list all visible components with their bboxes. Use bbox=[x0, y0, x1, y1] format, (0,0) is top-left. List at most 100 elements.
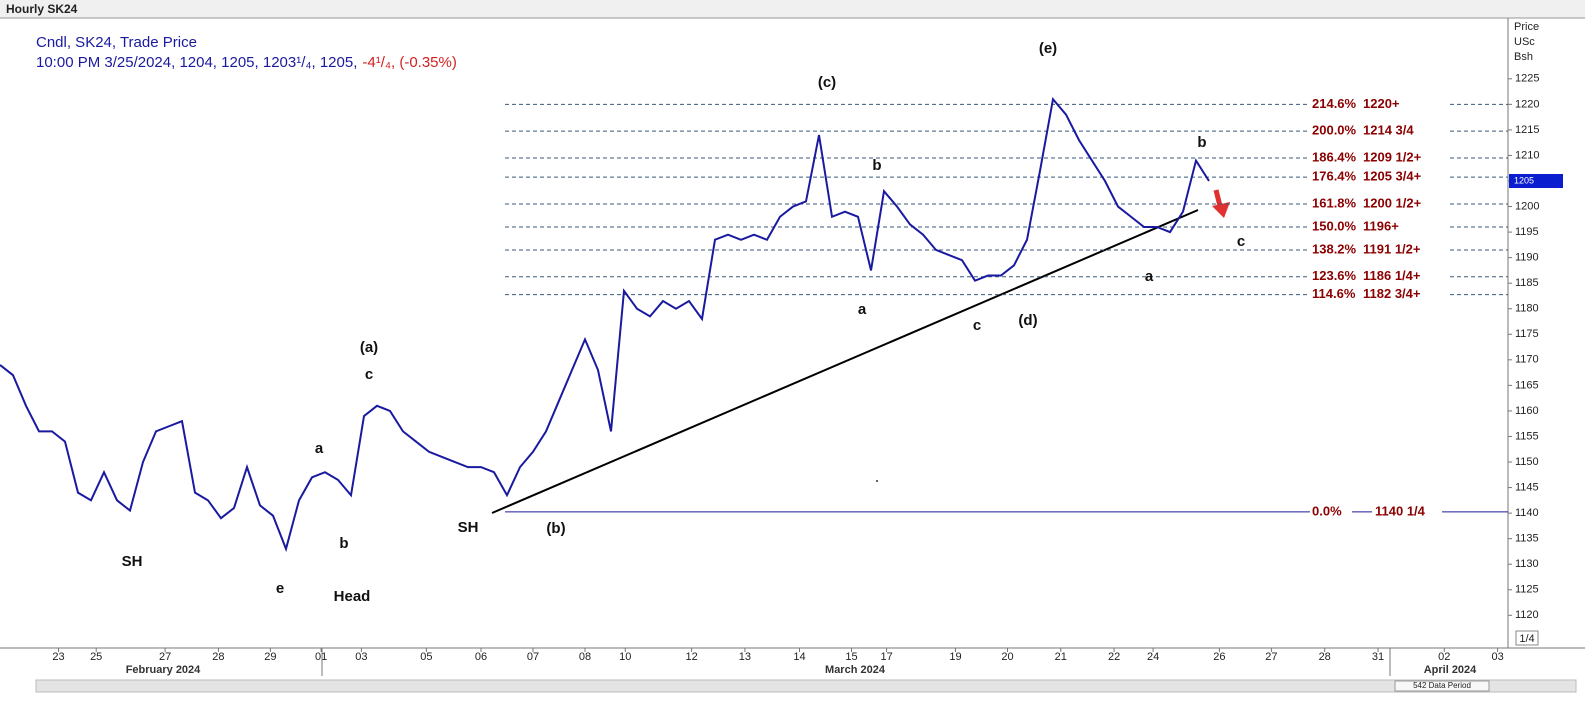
wave-label: e bbox=[276, 580, 284, 597]
axis-header: Price bbox=[1514, 21, 1539, 33]
x-tick-label: 06 bbox=[475, 651, 487, 663]
fib-label-bg bbox=[1310, 123, 1450, 140]
x-tick-label: 26 bbox=[1213, 651, 1225, 663]
wave-label: Head bbox=[334, 588, 371, 605]
wave-label: (b) bbox=[546, 520, 565, 537]
wave-label: (c) bbox=[818, 74, 836, 91]
fib-label-bg bbox=[1310, 96, 1450, 113]
x-tick-label: 03 bbox=[355, 651, 367, 663]
price-line bbox=[0, 96, 1210, 553]
fib-label-bg bbox=[1310, 169, 1450, 186]
legend-line: 10:00 PM 3/25/2024, 1204, 1205, 1203¹/₄,… bbox=[36, 54, 357, 71]
wave-label: c bbox=[365, 366, 373, 383]
y-tick-label: 1120 bbox=[1515, 609, 1539, 621]
fib-percent: 150.0% bbox=[1312, 218, 1357, 233]
x-tick-label: 07 bbox=[527, 651, 539, 663]
fib-price: 1140 1/4 bbox=[1375, 503, 1426, 518]
dot bbox=[876, 480, 878, 482]
scroll-thumb[interactable] bbox=[1394, 680, 1490, 692]
y-tick-label: 1185 bbox=[1515, 277, 1539, 289]
x-tick-label: 14 bbox=[793, 651, 805, 663]
fib-label-bg bbox=[1310, 241, 1450, 258]
fib-price: 1209 1/2+ bbox=[1363, 149, 1422, 164]
x-tick-label: 27 bbox=[159, 651, 171, 663]
fib-label-bg bbox=[1310, 218, 1450, 235]
fib-price: 1220+ bbox=[1363, 96, 1400, 111]
fib-label-bg bbox=[1310, 150, 1450, 166]
x-tick-label: 13 bbox=[739, 651, 751, 663]
fib-price: 1186 1/4+ bbox=[1363, 268, 1421, 283]
fib-percent: 176.4% bbox=[1312, 169, 1357, 184]
x-tick-label: 05 bbox=[420, 651, 432, 663]
fib-price: 1196+ bbox=[1363, 218, 1399, 233]
wave-label: c bbox=[1237, 233, 1245, 250]
fib-percent: 0.0% bbox=[1312, 503, 1342, 518]
y-tick-label: 1210 bbox=[1515, 149, 1539, 161]
y-tick-label: 1125 bbox=[1515, 584, 1539, 596]
month-label: March 2024 bbox=[825, 664, 886, 676]
axis-header: Bsh bbox=[1514, 51, 1533, 63]
y-tick-label: 1140 bbox=[1515, 507, 1539, 519]
wave-label: a bbox=[315, 440, 324, 457]
fib-label-bg bbox=[1310, 268, 1450, 285]
x-tick-label: 27 bbox=[1265, 651, 1277, 663]
y-tick-label: 1180 bbox=[1515, 303, 1539, 315]
wave-label: b bbox=[1197, 134, 1206, 151]
x-tick-label: 31 bbox=[1372, 651, 1384, 663]
x-tick-label: 21 bbox=[1055, 651, 1067, 663]
fib-price: 1200 1/2+ bbox=[1363, 195, 1422, 210]
x-tick-label: 28 bbox=[212, 651, 224, 663]
scale-box-label: 1/4 bbox=[1519, 633, 1534, 645]
wave-label: (a) bbox=[360, 339, 378, 356]
chart-title: Hourly SK24 bbox=[6, 2, 78, 16]
arrow-head bbox=[1212, 202, 1230, 218]
y-tick-label: 1170 bbox=[1515, 354, 1539, 366]
fib-label-bg bbox=[1372, 503, 1442, 520]
y-tick-label: 1175 bbox=[1515, 328, 1539, 340]
y-tick-label: 1135 bbox=[1515, 533, 1539, 545]
fib-label-bg bbox=[1310, 286, 1450, 303]
y-tick-label: 1165 bbox=[1515, 379, 1539, 391]
x-tick-label: 23 bbox=[52, 651, 64, 663]
last-price-marker bbox=[1509, 173, 1563, 188]
y-tick-label: 1130 bbox=[1515, 558, 1539, 570]
axis-header: USc bbox=[1514, 36, 1535, 48]
x-tick-label: 15 bbox=[845, 651, 857, 663]
y-tick-label: 1225 bbox=[1515, 73, 1539, 85]
y-tick-label: 1215 bbox=[1515, 124, 1539, 136]
fib-price: 1214 3/4 bbox=[1363, 123, 1414, 138]
data-period: 542 Data Period bbox=[1413, 681, 1471, 690]
x-tick-label: 03 bbox=[1491, 651, 1503, 663]
y-tick-label: 1160 bbox=[1515, 405, 1539, 417]
month-label: February 2024 bbox=[126, 664, 201, 676]
x-tick-label: 08 bbox=[579, 651, 591, 663]
wave-label: SH bbox=[122, 553, 143, 570]
x-tick-label: 25 bbox=[90, 651, 102, 663]
wave-label: a bbox=[1145, 268, 1154, 285]
x-tick-label: 22 bbox=[1108, 651, 1120, 663]
scrollbar[interactable] bbox=[35, 679, 1577, 693]
x-tick-label: 02 bbox=[1438, 651, 1450, 663]
x-tick-label: 29 bbox=[264, 651, 276, 663]
wave-label: SH bbox=[458, 519, 479, 536]
wave-label: (e) bbox=[1039, 40, 1057, 57]
last-price-label: 1205 bbox=[1514, 175, 1534, 185]
scale-box bbox=[1515, 630, 1539, 646]
fib-percent: 186.4% bbox=[1312, 149, 1357, 164]
y-tick-label: 1145 bbox=[1515, 481, 1539, 493]
legend-line: Cndl, SK24, Trade Price bbox=[36, 34, 197, 51]
fib-percent: 200.0% bbox=[1312, 123, 1357, 138]
trendline bbox=[491, 209, 1199, 514]
fib-price: 1205 3/4+ bbox=[1363, 169, 1422, 184]
x-tick-label: 12 bbox=[685, 651, 697, 663]
wave-label: b bbox=[339, 535, 348, 552]
wave-label: c bbox=[973, 317, 981, 334]
fib-percent: 114.6% bbox=[1312, 286, 1356, 301]
fib-percent: 161.8% bbox=[1312, 195, 1357, 210]
fib-price: 1191 1/2+ bbox=[1363, 241, 1421, 256]
fib-percent: 214.6% bbox=[1312, 96, 1357, 111]
y-tick-label: 1200 bbox=[1515, 200, 1539, 212]
legend-change: -4¹/₄, (-0.35%) bbox=[362, 54, 456, 71]
